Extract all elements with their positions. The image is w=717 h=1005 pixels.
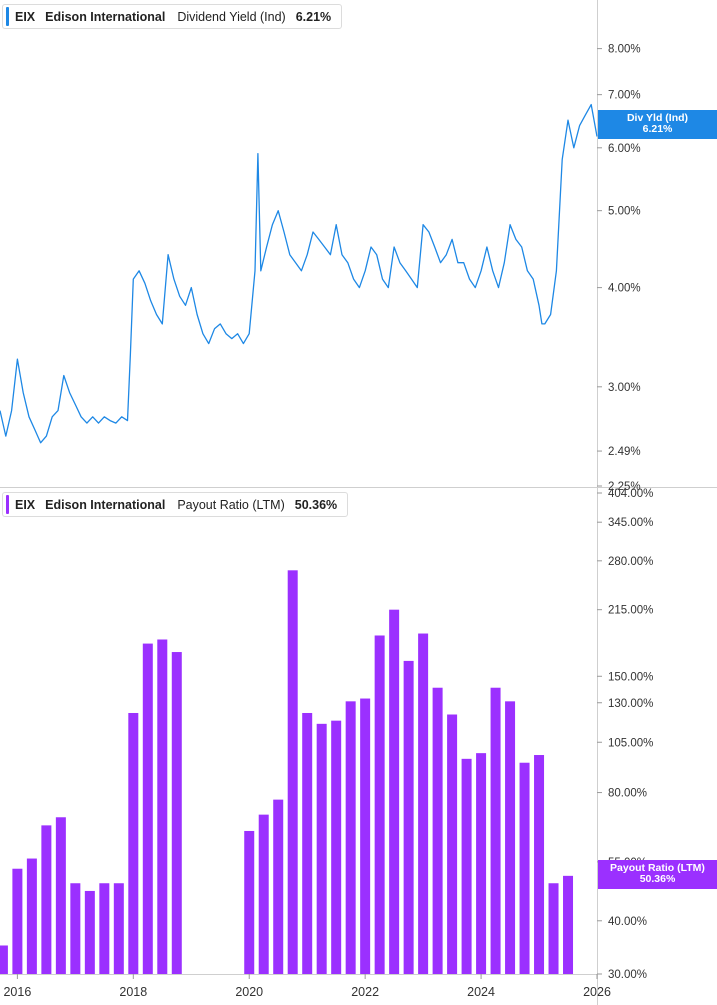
x-tick-label: 2024	[467, 985, 495, 999]
bottom-tick-label: 150.00%	[608, 671, 653, 683]
payout-bar	[548, 883, 559, 974]
top-tick-label: 2.49%	[608, 446, 641, 458]
top-value-callout: Div Yld (Ind) 6.21%	[598, 110, 717, 139]
bottom-legend: EIX Edison International Payout Ratio (L…	[2, 492, 349, 517]
payout-bar	[302, 712, 313, 974]
payout-bar	[113, 883, 124, 974]
x-axis: 2016 2018 2020 2022 2024 2026	[3, 974, 611, 999]
payout-bar	[26, 858, 37, 974]
top-tick-label: 7.00%	[608, 90, 641, 102]
payout-bar	[490, 687, 501, 974]
payout-bar	[157, 639, 168, 974]
bottom-legend-metric: Payout Ratio (LTM)	[177, 497, 285, 512]
x-tick-label: 2020	[235, 985, 263, 999]
bottom-callout-value: 50.36%	[639, 873, 676, 885]
payout-bar	[476, 753, 487, 974]
payout-bar	[287, 570, 298, 974]
top-callout-label: Div Yld (Ind)	[626, 112, 689, 124]
top-tick-label: 4.00%	[608, 283, 641, 295]
payout-bar	[360, 698, 371, 974]
bottom-tick-label: 130.00%	[608, 698, 653, 710]
bottom-legend-swatch	[6, 495, 9, 514]
yield-line	[0, 103, 598, 444]
x-tick-label: 2018	[119, 985, 147, 999]
payout-bar	[403, 660, 414, 974]
bottom-tick-label: 345.00%	[608, 517, 653, 529]
bottom-tick-label: 30.00%	[608, 969, 647, 981]
payout-bar	[258, 814, 269, 974]
payout-bar	[389, 609, 400, 974]
yield-line-series	[0, 103, 598, 444]
x-tick-label: 2022	[351, 985, 379, 999]
bottom-tick-label: 404.00%	[608, 488, 653, 500]
payout-bar	[505, 701, 516, 974]
bottom-legend-company: Edison International	[45, 497, 166, 512]
x-tick-label: 2016	[3, 985, 31, 999]
payout-bar	[461, 758, 472, 974]
payout-bar	[374, 635, 385, 974]
payout-bars	[0, 570, 574, 974]
payout-bar	[171, 652, 182, 974]
payout-bar	[447, 714, 458, 974]
top-tick-label: 6.00%	[608, 143, 641, 155]
payout-bar	[142, 643, 153, 974]
top-legend-metric: Dividend Yield (Ind)	[177, 9, 286, 24]
payout-bar	[273, 799, 284, 974]
top-tick-label: 8.00%	[608, 44, 641, 56]
payout-bar	[345, 701, 356, 974]
bottom-value-callout: Payout Ratio (LTM) 50.36%	[598, 860, 717, 889]
bottom-tick-label: 105.00%	[608, 737, 653, 749]
top-y-axis: 8.00% 7.00% 6.00% 5.00% 4.00% 3.00% 2.49% 2.25%	[597, 44, 641, 493]
top-legend-company: Edison International	[45, 9, 166, 24]
bottom-tick-label: 215.00%	[608, 605, 653, 617]
payout-bar	[418, 633, 429, 974]
top-legend: EIX Edison International Dividend Yield …	[2, 4, 343, 29]
bottom-y-axis: 404.00% 345.00% 280.00% 215.00% 150.00% 130.0…	[597, 488, 653, 981]
payout-bar	[70, 883, 81, 974]
payout-bar	[55, 817, 66, 974]
payout-bar	[519, 762, 530, 974]
payout-bar	[432, 687, 443, 974]
payout-bar	[0, 945, 8, 974]
payout-bar	[244, 830, 255, 974]
top-callout-value: 6.21%	[642, 123, 673, 135]
top-legend-ticker: EIX	[15, 9, 36, 24]
payout-bar	[84, 890, 95, 974]
bottom-legend-ticker: EIX	[15, 497, 36, 512]
bottom-tick-label: 40.00%	[608, 916, 647, 928]
top-legend-swatch	[6, 7, 9, 26]
payout-bar	[99, 883, 110, 974]
bottom-legend-value: 50.36%	[294, 497, 338, 512]
payout-bar	[331, 720, 342, 974]
payout-bar	[12, 868, 23, 974]
payout-bar	[41, 825, 52, 974]
top-tick-label: 3.00%	[608, 382, 641, 394]
top-tick-label: 2.25%	[608, 481, 641, 493]
payout-bar	[563, 875, 574, 974]
payout-bar	[128, 712, 139, 974]
top-legend-value: 6.21%	[295, 9, 332, 24]
payout-bar	[316, 723, 327, 974]
x-tick-label: 2026	[583, 985, 611, 999]
payout-bar	[534, 755, 545, 974]
bottom-tick-label: 80.00%	[608, 788, 647, 800]
top-tick-label: 5.00%	[608, 206, 641, 218]
bottom-callout-label: Payout Ratio (LTM)	[610, 862, 705, 874]
bottom-tick-label: 280.00%	[608, 556, 653, 568]
